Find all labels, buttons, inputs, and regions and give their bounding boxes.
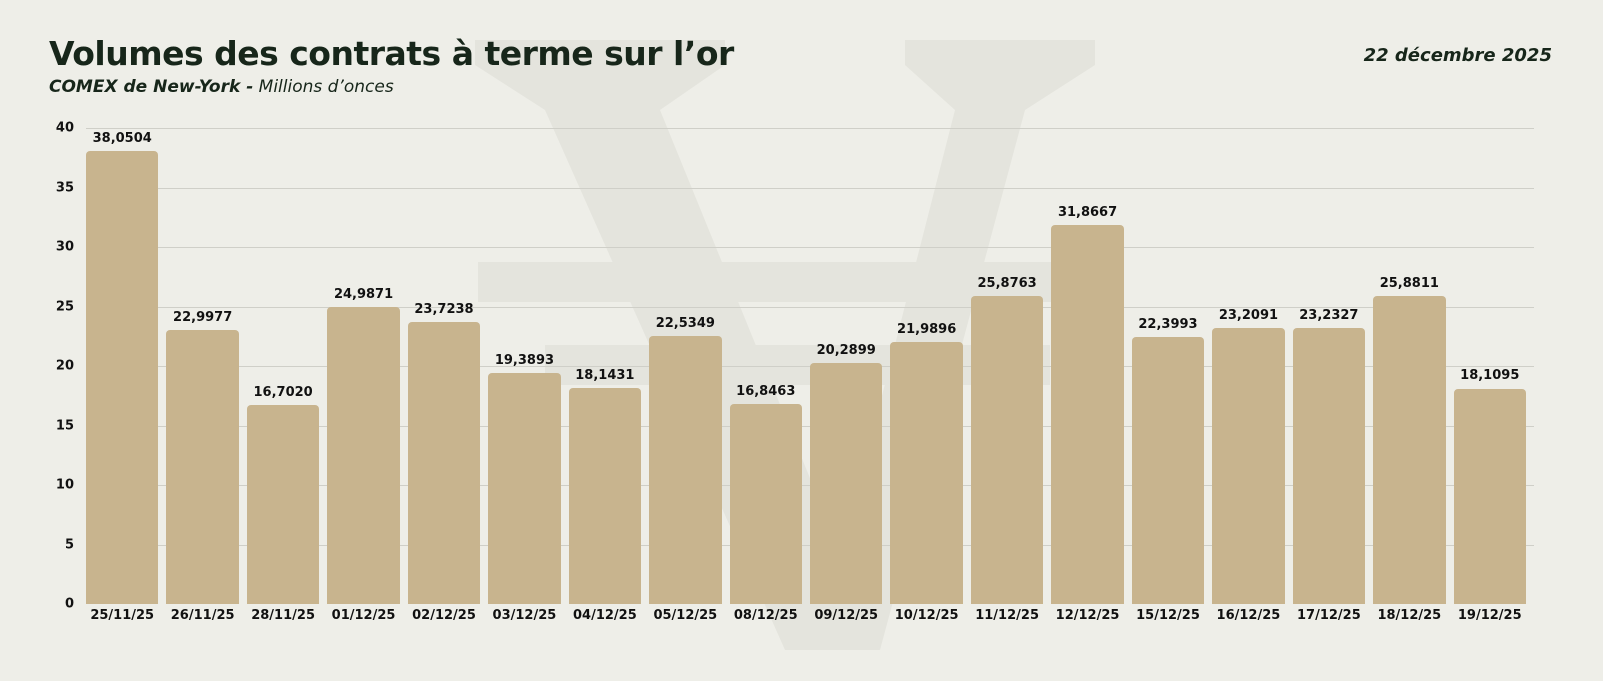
- bar-25-11-25: [86, 151, 159, 604]
- y-tick-label: 35: [55, 180, 74, 195]
- bar-15-12-25: [1131, 337, 1205, 604]
- bar-03-12-25: [488, 373, 561, 604]
- bar-value-label: 18,1095: [1460, 368, 1520, 384]
- bar-02-12-25: [407, 321, 481, 604]
- bar-value-label: 22,3993: [1138, 317, 1198, 333]
- bar-19-12-25: [1453, 388, 1526, 604]
- bar-17-12-25: [1292, 327, 1366, 604]
- x-tick-label: 03/12/25: [492, 608, 557, 623]
- bar-value-label: 16,8463: [736, 383, 796, 399]
- bar-09-12-25: [810, 362, 883, 604]
- bar-11-12-25: [970, 296, 1044, 604]
- bar-value-label: 31,8667: [1057, 204, 1118, 220]
- chart-title: Volumes des contrats à terme sur l’or: [49, 34, 734, 73]
- bar-value-label: 25,8763: [977, 276, 1037, 292]
- bar-value-label: 16,7020: [253, 385, 313, 401]
- y-tick-label: 5: [64, 537, 74, 552]
- bar-value-label: 24,9871: [333, 286, 394, 302]
- bar-16-12-25: [1212, 327, 1285, 604]
- x-tick-label: 28/11/25: [251, 608, 315, 623]
- subtitle-source: COMEX de New-York -: [49, 77, 254, 97]
- x-tick-label: 09/12/25: [814, 608, 879, 623]
- bar-value-label: 22,5349: [655, 315, 715, 331]
- gridline: [86, 187, 1534, 189]
- subtitle-unit: Millions d’onces: [253, 77, 394, 97]
- bar-10-12-25: [890, 342, 963, 604]
- gridline: [86, 306, 1534, 308]
- x-tick-label: 11/12/25: [975, 608, 1039, 623]
- bar-05-12-25: [649, 335, 722, 604]
- y-tick-label: 15: [55, 418, 74, 433]
- bar-value-label: 20,2899: [816, 342, 876, 358]
- x-tick-label: 01/12/25: [331, 608, 396, 623]
- bar-28-11-25: [246, 405, 320, 604]
- gridline: [86, 247, 1534, 248]
- bar-18-12-25: [1373, 296, 1446, 604]
- y-tick-label: 0: [64, 596, 74, 612]
- x-tick-label: 10/12/25: [894, 608, 959, 623]
- x-tick-label: 16/12/25: [1216, 608, 1281, 623]
- y-tick-label: 40: [55, 120, 74, 136]
- x-tick-label: 25/11/25: [90, 608, 155, 623]
- bar-value-label: 23,2327: [1299, 307, 1359, 323]
- bar-12-12-25: [1051, 224, 1124, 604]
- x-tick-label: 19/12/25: [1457, 608, 1522, 623]
- bar-value-label: 23,7238: [414, 301, 474, 317]
- x-tick-label: 15/12/25: [1136, 608, 1200, 623]
- chart-date: 22 décembre 2025: [1363, 45, 1552, 66]
- x-tick-label: 18/12/25: [1377, 608, 1442, 623]
- bar-26-11-25: [166, 330, 239, 604]
- y-tick-label: 20: [55, 358, 74, 374]
- x-tick-label: 17/12/25: [1296, 608, 1361, 623]
- bar-value-label: 23,2091: [1218, 307, 1279, 323]
- x-tick-label: 08/12/25: [733, 608, 798, 623]
- bar-08-12-25: [729, 403, 802, 604]
- x-tick-label: 05/12/25: [653, 608, 718, 623]
- bar-value-label: 18,1431: [575, 368, 635, 384]
- x-tick-label: 02/12/25: [412, 608, 476, 623]
- gridline: [86, 128, 1534, 129]
- bar-value-label: 25,8811: [1379, 276, 1439, 291]
- x-tick-label: 12/12/25: [1055, 608, 1120, 623]
- bar-value-label: 38,0504: [92, 131, 152, 147]
- plot-area: 38,0504 22,9977 16,7020 24,9871 23,7238 19,38…: [86, 128, 1534, 604]
- bar-01-12-25: [327, 306, 400, 604]
- bar-value-label: 21,9896: [897, 322, 957, 338]
- y-tick-label: 10: [55, 477, 74, 493]
- bar-value-label: 22,9977: [173, 310, 233, 326]
- x-tick-label: 04/12/25: [572, 608, 637, 623]
- bar-04-12-25: [568, 388, 642, 604]
- x-tick-label: 26/11/25: [170, 608, 235, 623]
- y-tick-label: 25: [55, 299, 74, 314]
- chart-subtitle: COMEX de New-York - Millions d’onces: [49, 77, 394, 97]
- bar-value-label: 19,3893: [494, 353, 555, 369]
- y-tick-label: 30: [55, 239, 74, 255]
